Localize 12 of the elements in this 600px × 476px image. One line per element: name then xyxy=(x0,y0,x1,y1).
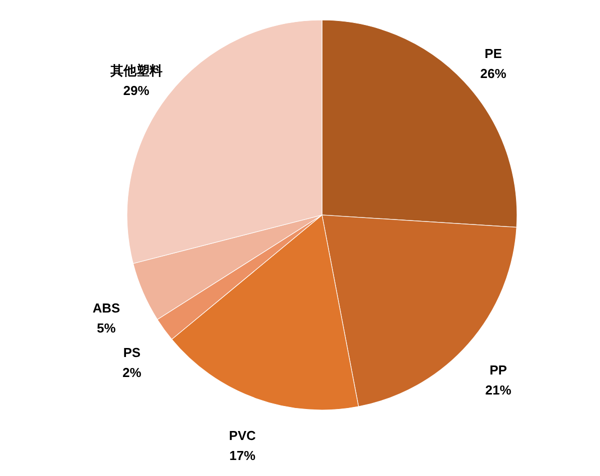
data-label: 21% xyxy=(485,382,512,398)
data-label: 2% xyxy=(122,365,142,380)
slice-label: PS xyxy=(123,345,141,360)
data-label: 17% xyxy=(229,448,256,464)
slice-label: 其他塑料 xyxy=(109,62,162,78)
data-label: 26% xyxy=(480,66,507,82)
data-label: 29% xyxy=(123,82,150,98)
slice-label: ABS xyxy=(92,300,120,316)
slice-label: PVC xyxy=(229,428,256,444)
slice-label: PP xyxy=(490,362,508,378)
data-label: 5% xyxy=(96,320,116,336)
slice-label: PE xyxy=(484,46,502,62)
